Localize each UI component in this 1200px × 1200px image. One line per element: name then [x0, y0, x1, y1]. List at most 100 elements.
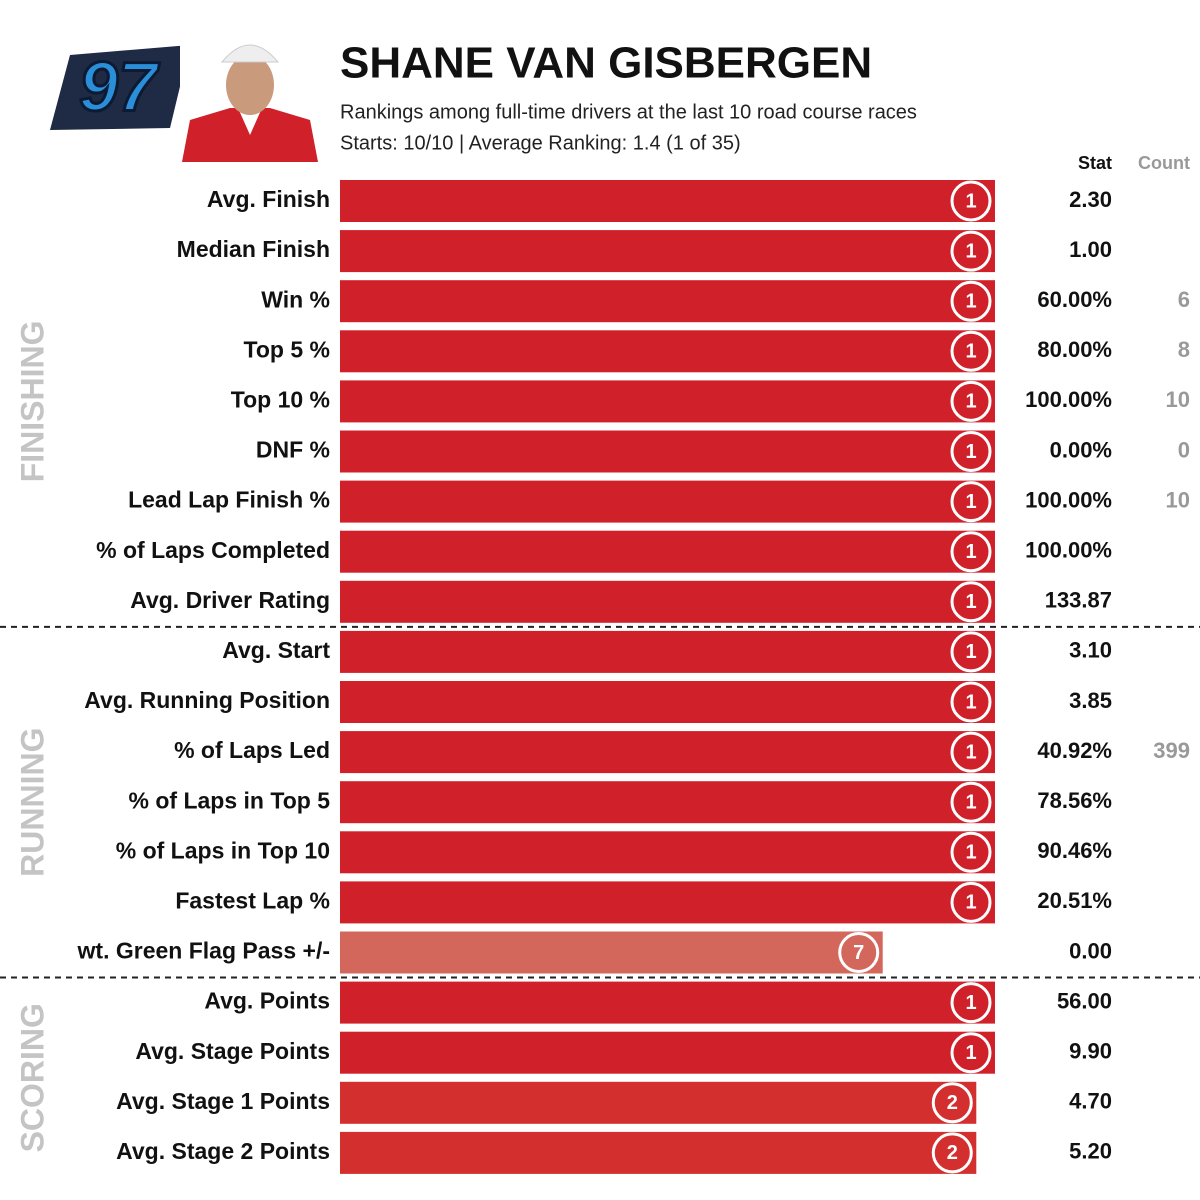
rank-badge — [950, 1032, 992, 1074]
rank-label: 1 — [965, 591, 976, 613]
bar — [340, 330, 995, 373]
stat-value: 20.51% — [1037, 888, 1112, 913]
bar — [340, 430, 995, 473]
count-value: 399 — [1153, 738, 1190, 763]
rank-label: 1 — [965, 491, 976, 513]
summary: Starts: 10/10 | Average Ranking: 1.4 (1 … — [340, 132, 741, 154]
rank-label: 2 — [947, 1092, 958, 1114]
row-label: Avg. Finish — [207, 186, 330, 212]
row-label: Avg. Start — [222, 637, 330, 663]
row-label: % of Laps Led — [174, 737, 330, 763]
stat-value: 0.00 — [1069, 938, 1112, 963]
rank-label: 1 — [965, 391, 976, 413]
row-label: DNF % — [256, 437, 330, 463]
stat-value: 4.70 — [1069, 1089, 1112, 1114]
rank-label: 1 — [965, 641, 976, 663]
rank-badge — [950, 481, 992, 523]
bar — [340, 1031, 995, 1074]
stat-value: 133.87 — [1045, 588, 1112, 613]
rank-label: 1 — [965, 741, 976, 763]
bar — [340, 630, 995, 673]
bar — [340, 230, 995, 273]
rank-badge — [950, 831, 992, 873]
stat-value: 3.10 — [1069, 638, 1112, 663]
bar — [340, 781, 995, 824]
rank-badge — [950, 230, 992, 272]
rank-badge — [950, 180, 992, 222]
bar — [340, 1081, 977, 1124]
row-label: wt. Green Flag Pass +/- — [77, 938, 330, 964]
row-label: Top 5 % — [244, 336, 330, 362]
rank-label: 1 — [965, 842, 976, 864]
rank-label: 1 — [965, 992, 976, 1014]
stat-value: 100.00% — [1025, 538, 1112, 563]
rank-label: 1 — [965, 892, 976, 914]
rank-badge — [950, 431, 992, 472]
stat-value: 90.46% — [1037, 838, 1112, 863]
row-label: % of Laps in Top 5 — [129, 787, 331, 813]
rank-badge — [950, 280, 992, 322]
rank-label: 7 — [853, 942, 864, 964]
bar — [340, 981, 995, 1024]
group-label: FINISHING — [14, 321, 50, 483]
bar — [340, 731, 995, 774]
bar — [340, 831, 995, 874]
rank-badge — [950, 330, 992, 372]
row-label: Avg. Stage 2 Points — [116, 1138, 330, 1164]
rank-label: 1 — [965, 791, 976, 813]
rank-label: 2 — [947, 1142, 958, 1164]
count-value: 0 — [1178, 437, 1190, 462]
row-label: % of Laps in Top 10 — [116, 837, 330, 863]
rank-label: 1 — [965, 691, 976, 713]
rank-badge — [931, 1082, 973, 1124]
row-label: Avg. Stage 1 Points — [116, 1088, 330, 1114]
rank-label: 1 — [965, 190, 976, 212]
stat-value: 78.56% — [1037, 788, 1112, 813]
bar — [340, 380, 995, 423]
stat-value: 9.90 — [1069, 1039, 1112, 1064]
rank-badge — [950, 631, 992, 673]
row-label: Win % — [261, 286, 330, 312]
stat-value: 100.00% — [1025, 487, 1112, 512]
rank-label: 1 — [965, 441, 976, 463]
row-label: Avg. Driver Rating — [130, 587, 330, 613]
car-number: 97 — [79, 47, 160, 125]
row-label: Fastest Lap % — [175, 887, 330, 913]
rank-badge — [950, 581, 992, 623]
row-label: Top 10 % — [231, 386, 330, 412]
rank-badge — [950, 681, 992, 723]
count-value: 10 — [1166, 387, 1190, 412]
count-value: 6 — [1178, 287, 1190, 312]
rank-badge — [950, 531, 992, 573]
bar — [340, 931, 883, 974]
rank-label: 1 — [965, 240, 976, 262]
stat-value: 40.92% — [1037, 738, 1112, 763]
group-label: SCORING — [14, 1003, 50, 1152]
stat-value: 100.00% — [1025, 387, 1112, 412]
stat-value: 5.20 — [1069, 1139, 1112, 1164]
stat-value: 80.00% — [1037, 337, 1112, 362]
car-number-logo: 97 — [50, 45, 190, 130]
title: SHANE VAN GISBERGEN — [340, 39, 872, 88]
rank-badge — [950, 781, 992, 823]
rank-badge — [950, 731, 992, 773]
row-label: Avg. Stage Points — [135, 1038, 330, 1064]
bar — [340, 681, 995, 723]
stat-value: 3.85 — [1069, 688, 1112, 713]
driver-photo — [180, 30, 320, 162]
group-label: RUNNING — [14, 728, 50, 877]
rank-badge — [838, 932, 880, 973]
rank-label: 1 — [965, 341, 976, 363]
stat-value: 60.00% — [1037, 287, 1112, 312]
row-label: Avg. Running Position — [84, 687, 330, 713]
rank-badge — [931, 1132, 973, 1174]
bar — [340, 580, 995, 623]
rank-badge — [950, 982, 992, 1024]
bar — [340, 530, 995, 573]
bar — [340, 480, 995, 523]
row-label: Avg. Points — [204, 988, 330, 1014]
rank-badge — [950, 881, 992, 923]
row-label: % of Laps Completed — [96, 537, 330, 563]
count-value: 10 — [1166, 487, 1190, 512]
